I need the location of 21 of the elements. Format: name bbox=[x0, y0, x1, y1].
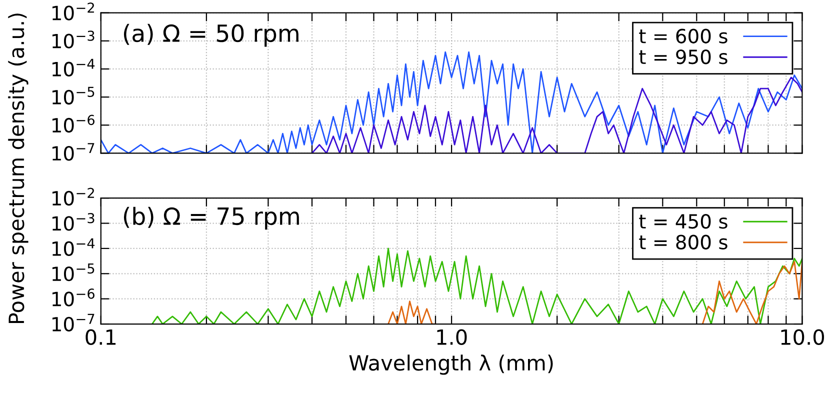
y-tick-label: 10$^{−6}$ bbox=[52, 114, 94, 133]
y-tick-label: 10$^{−3}$ bbox=[52, 212, 94, 231]
x-tick-label: 10.0 bbox=[781, 329, 824, 345]
y-tick-label: 10$^{−7}$ bbox=[52, 143, 94, 161]
y-tick-label: 10$^{−5}$ bbox=[52, 86, 94, 105]
y-tick-label: 10$^{−5}$ bbox=[52, 264, 94, 282]
legend-label: t = 450 s bbox=[639, 214, 728, 229]
y-tick-label: 10$^{−4}$ bbox=[52, 58, 95, 77]
y-tick-label: 10$^{−4}$ bbox=[52, 238, 95, 256]
annotation: (a) Ω = 50 rpm bbox=[124, 24, 298, 47]
legend-label: t = 600 s bbox=[639, 28, 728, 44]
y-tick-label: 10$^{−6}$ bbox=[52, 288, 94, 306]
x-axis-title: Wavelength λ (mm) bbox=[349, 354, 553, 375]
annotation: (b) Ω = 75 rpm bbox=[124, 206, 299, 230]
x-tick-label: 1.0 bbox=[437, 329, 467, 345]
y-tick-label: 10$^{−3}$ bbox=[52, 30, 94, 48]
y-tick-label: 10$^{−2}$ bbox=[52, 188, 94, 206]
y-tick-label: 10$^{−2}$ bbox=[52, 2, 94, 20]
y-axis-title: Power spectrum density (a.u.) bbox=[8, 14, 28, 324]
legend-label: t = 950 s bbox=[639, 49, 728, 64]
legend-label: t = 800 s bbox=[639, 234, 728, 250]
